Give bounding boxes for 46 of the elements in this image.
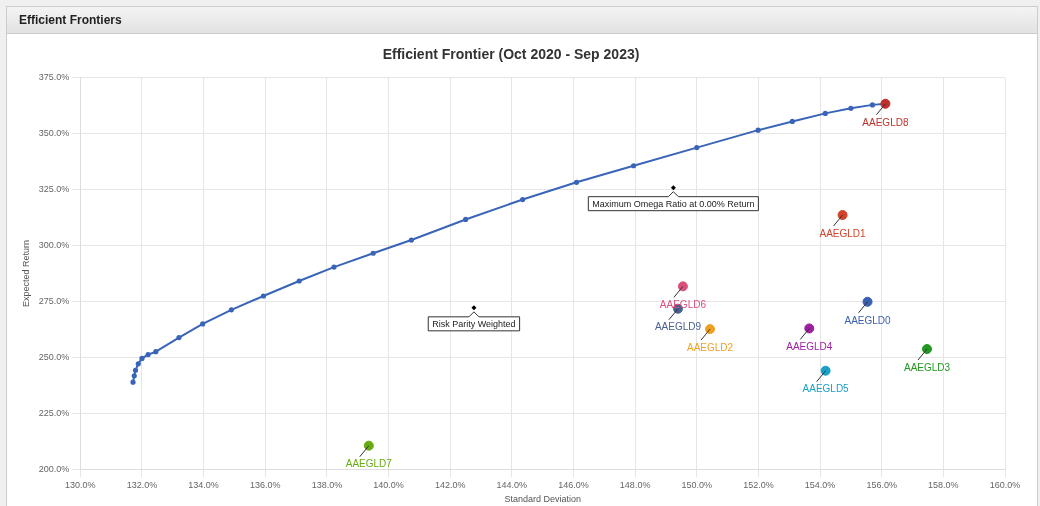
text: Efficient Frontiers	[7, 7, 1037, 34]
chart-title: Efficient Frontier (Oct 2020 - Sep 2023)	[382, 46, 640, 63]
point	[804, 323, 815, 334]
series-label: AAEGLD0	[844, 314, 892, 326]
point	[820, 365, 831, 376]
x-tick-label: 158.0%	[928, 480, 959, 491]
point	[922, 344, 933, 355]
y-tick-label: 275.0%	[38, 296, 70, 307]
y-axis-title: Expected Return	[20, 240, 31, 308]
annotation: Risk Parity Weighted	[432, 318, 516, 329]
point	[363, 440, 374, 451]
series-label: AAEGLD2	[686, 341, 734, 353]
x-tick-label: 152.0%	[743, 480, 774, 491]
y-tick-label: 300.0%	[38, 240, 70, 251]
series-label: AAEGLD7	[345, 458, 393, 470]
x-tick-label: 160.0%	[989, 480, 1021, 491]
x-tick-label: 136.0%	[249, 480, 281, 491]
series-label: AAEGLD8	[862, 116, 909, 128]
x-tick-label: 132.0%	[126, 480, 158, 491]
y-tick-label: 350.0%	[38, 128, 70, 139]
x-tick-label: 148.0%	[619, 480, 651, 491]
x-tick-label: 142.0%	[434, 480, 466, 491]
annotation: Maximum Omega Ratio at 0.00% Return	[592, 198, 755, 209]
y-tick-label: 200.0%	[38, 463, 70, 474]
point	[862, 296, 873, 307]
series-label: AAEGLD5	[802, 383, 850, 395]
y-tick-label: 225.0%	[38, 407, 70, 418]
x-tick-label: 130.0%	[65, 480, 96, 491]
x-tick-label: 150.0%	[681, 480, 713, 491]
x-tick-label: 146.0%	[558, 480, 589, 491]
series-label: AAEGLD3	[903, 361, 951, 373]
y-tick-label: 250.0%	[38, 352, 70, 362]
series-label: AAEGLD1	[819, 227, 867, 239]
x-tick-label: 140.0%	[373, 480, 404, 491]
series-label: AAEGLD6	[659, 299, 707, 311]
x-tick-label: 144.0%	[496, 480, 528, 491]
x-axis-title: Standard Deviation	[504, 494, 581, 505]
x-tick-label: 134.0%	[188, 480, 219, 491]
series-label: AAEGLD9	[654, 321, 702, 333]
y-tick-label: 375.0%	[38, 72, 70, 83]
x-tick-label: 138.0%	[311, 480, 343, 491]
series-label: AAEGLD4	[786, 341, 833, 353]
y-tick-label: 325.0%	[38, 184, 70, 195]
point	[837, 209, 848, 220]
x-tick-label: 154.0%	[804, 480, 836, 491]
x-tick-label: 156.0%	[866, 480, 897, 491]
